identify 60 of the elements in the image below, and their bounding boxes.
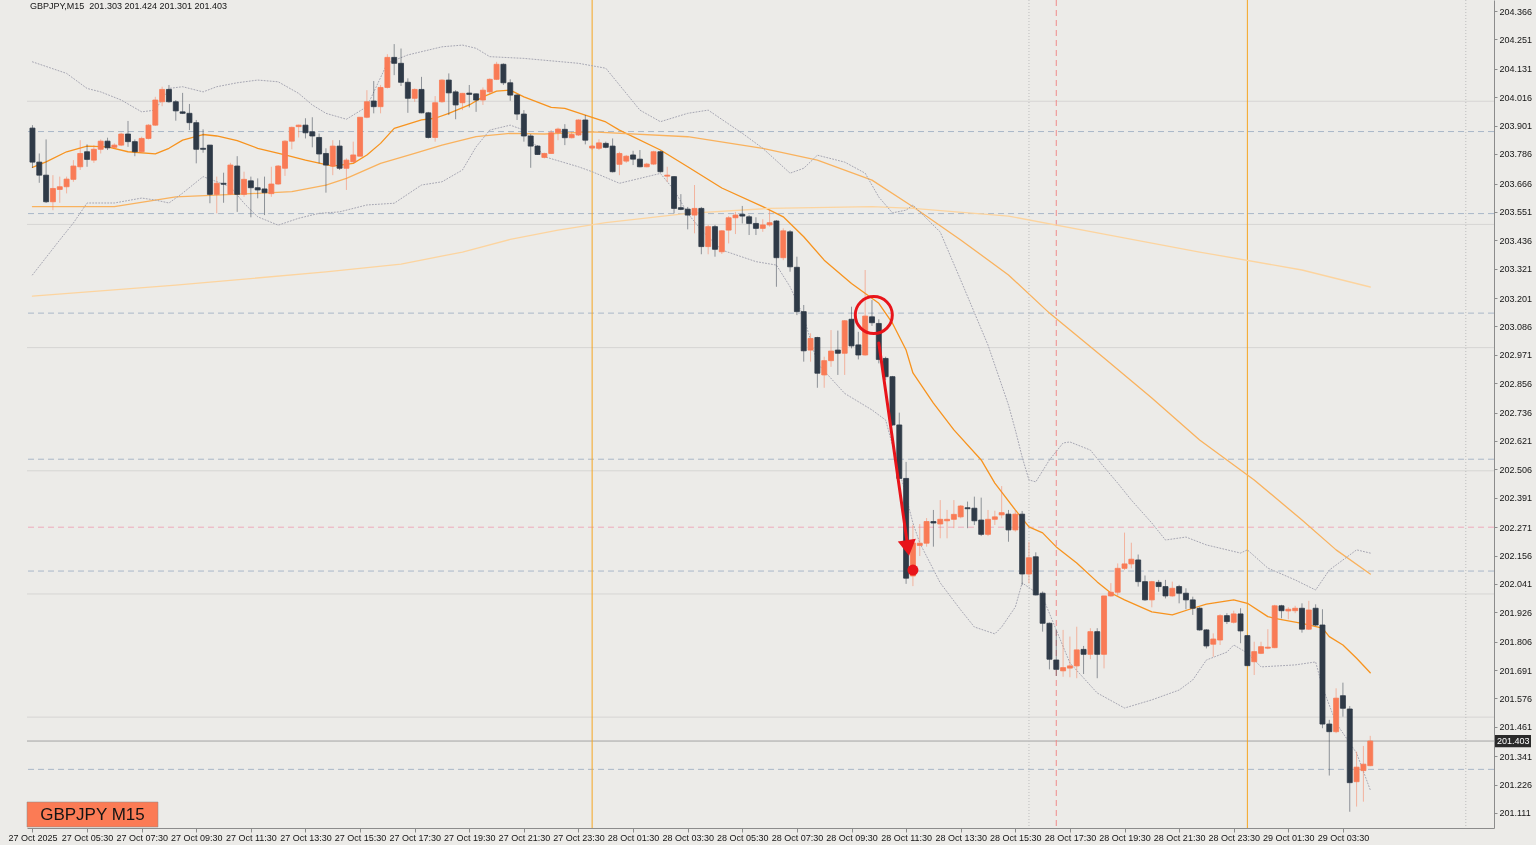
y-tick-label: 202.621	[1499, 436, 1533, 447]
x-tick-label: 27 Oct 09:30	[170, 832, 223, 843]
x-tick-label: 28 Oct 09:30	[826, 832, 878, 843]
y-tick-label: 202.736	[1499, 408, 1533, 419]
y-tick-label: 203.201	[1499, 293, 1533, 304]
x-tick-label: 27 Oct 2025	[8, 832, 58, 843]
y-tick-label: 201.806	[1499, 637, 1533, 648]
x-tick-label: 28 Oct 05:30	[717, 832, 769, 843]
line-series	[31, 131, 1371, 575]
y-tick-label: 201.576	[1499, 693, 1533, 704]
x-tick-label: 28 Oct 03:30	[662, 832, 714, 843]
y-tick-label: 204.366	[1499, 6, 1533, 17]
y-tick-label: 203.321	[1499, 264, 1533, 275]
ref-line-label: 201.403	[1497, 736, 1530, 747]
x-tick-label: 27 Oct 13:30	[280, 832, 332, 843]
y-tick-label: 201.691	[1499, 665, 1533, 676]
y-tick-label: 202.971	[1499, 350, 1533, 361]
y-tick-label: 201.111	[1499, 808, 1531, 819]
y-tick-label: 203.551	[1499, 207, 1533, 218]
x-tick-label: 28 Oct 19:30	[1099, 832, 1151, 843]
y-tick-label: 202.041	[1499, 579, 1533, 590]
y-tick-label: 201.341	[1499, 751, 1533, 762]
y-tick-label: 202.271	[1499, 522, 1533, 533]
x-tick-label: 27 Oct 05:30	[61, 832, 114, 843]
x-tick-label: 27 Oct 07:30	[116, 832, 168, 843]
y-tick-label: 202.156	[1499, 551, 1533, 562]
annotation: GBPJPY M15	[40, 804, 145, 824]
y-tick-label: 203.086	[1499, 321, 1533, 332]
x-tick-label: 27 Oct 23:30	[553, 832, 605, 843]
y-tick-label: 203.901	[1499, 121, 1533, 132]
y-tick-label: 201.226	[1499, 780, 1533, 791]
x-tick-label: 27 Oct 11:30	[225, 832, 277, 843]
y-tick-label: 204.251	[1499, 34, 1533, 45]
x-tick-label: 28 Oct 15:30	[990, 832, 1042, 843]
x-tick-label: 28 Oct 17:30	[1044, 832, 1097, 843]
y-tick-label: 204.016	[1499, 92, 1533, 103]
y-tick-label: 201.926	[1499, 607, 1533, 618]
x-tick-label: 28 Oct 21:30	[1153, 832, 1206, 843]
y-tick-label: 202.506	[1499, 464, 1533, 475]
x-tick-label: 28 Oct 11:30	[881, 832, 933, 843]
x-tick-label: 27 Oct 19:30	[444, 832, 496, 843]
line-series	[31, 44, 1371, 591]
x-tick-label: 29 Oct 01:30	[1263, 832, 1315, 843]
x-tick-label: 27 Oct 17:30	[389, 832, 441, 843]
y-tick-label: 202.391	[1499, 493, 1533, 504]
x-tick-label: 27 Oct 21:30	[498, 832, 551, 843]
y-tick-label: 201.461	[1499, 722, 1533, 733]
y-tick-label: 204.131	[1499, 64, 1533, 75]
y-tick-label: 203.786	[1499, 149, 1533, 160]
x-tick-label: 28 Oct 23:30	[1208, 832, 1260, 843]
x-tick-label: 28 Oct 01:30	[607, 832, 660, 843]
x-tick-label: 28 Oct 07:30	[771, 832, 824, 843]
y-tick-label: 202.856	[1499, 378, 1533, 389]
line-series	[31, 206, 1371, 297]
x-tick-label: 28 Oct 13:30	[935, 832, 987, 843]
y-tick-label: 203.666	[1499, 179, 1533, 190]
chart-title: GBPJPY,M15 201.303 201.424 201.301 201.403	[30, 1, 227, 11]
y-tick-label: 203.436	[1499, 235, 1533, 246]
x-tick-label: 27 Oct 15:30	[334, 832, 387, 843]
x-tick-label: 29 Oct 03:30	[1317, 832, 1370, 843]
